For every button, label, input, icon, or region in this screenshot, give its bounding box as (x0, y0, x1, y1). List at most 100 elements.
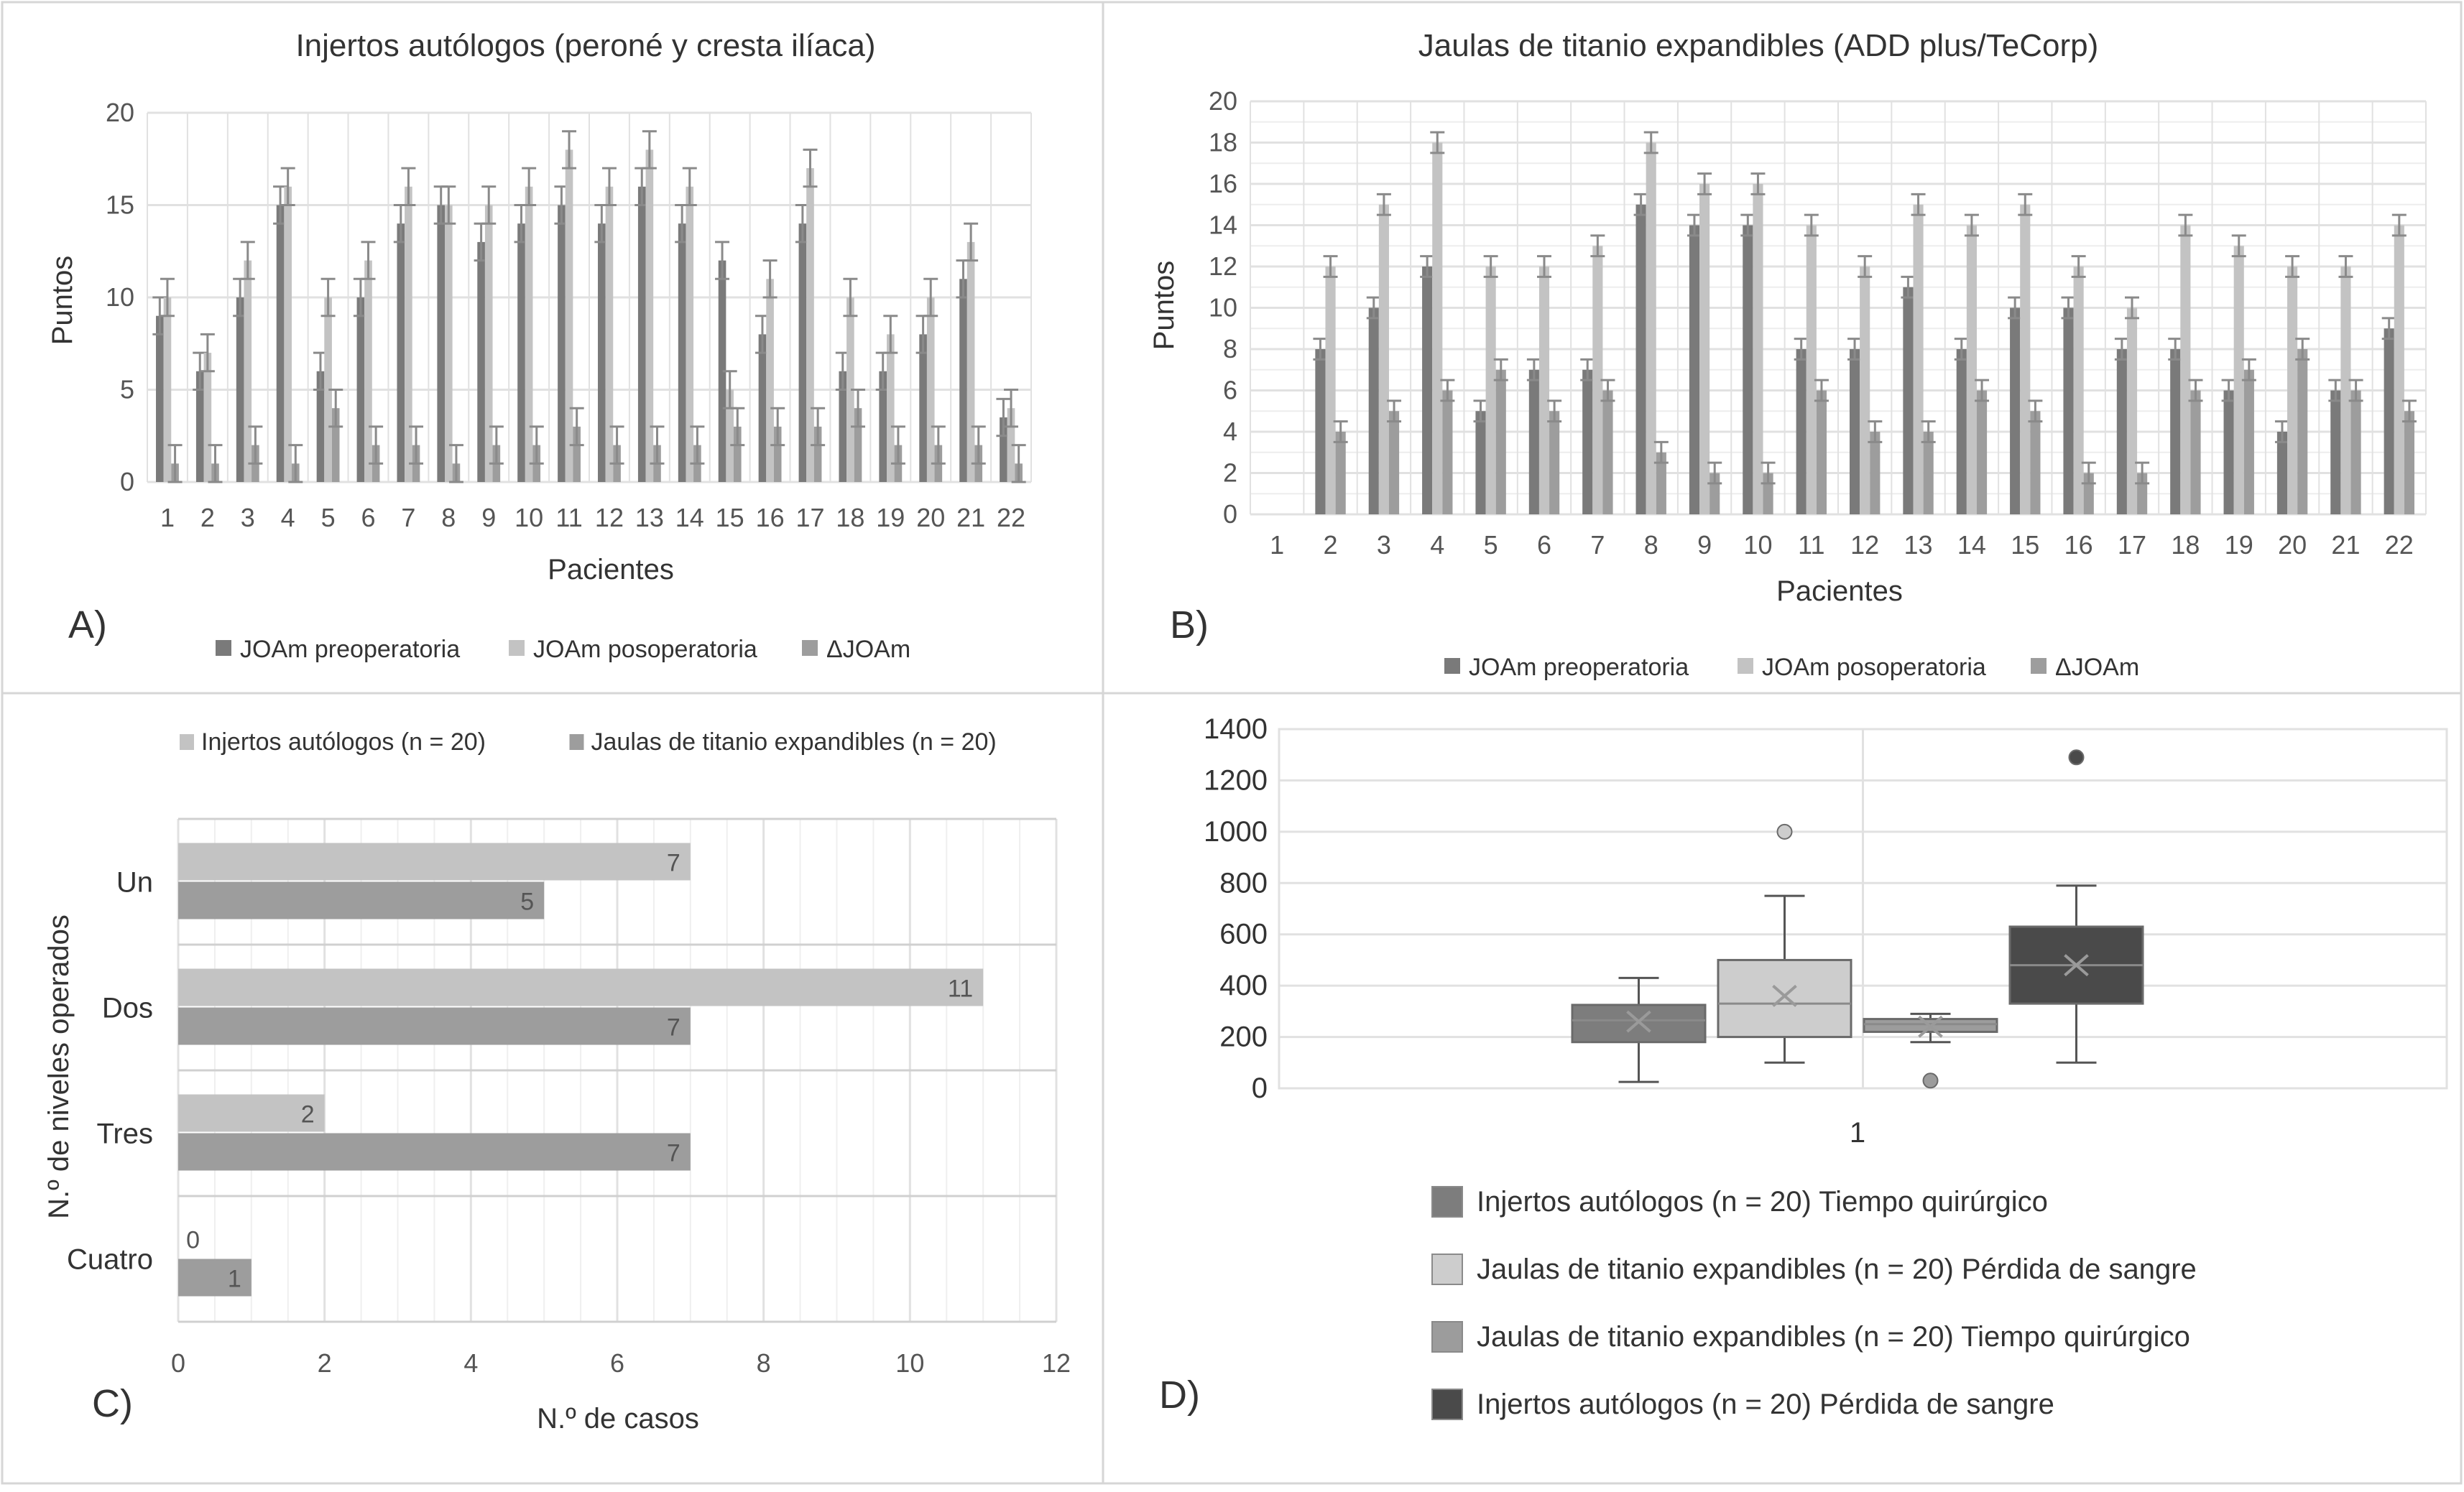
x-tick-label: 13 (635, 503, 664, 532)
legend-swatch (569, 734, 584, 750)
bar (2404, 411, 2415, 514)
y-tick-label: 0 (1223, 499, 1237, 529)
legend-label: Jaulas de titanio expandibles (n = 20) (591, 728, 997, 756)
bar (1796, 349, 1807, 514)
bar (276, 205, 285, 482)
y-tick-label: 16 (1209, 169, 1237, 198)
bar (1549, 411, 1560, 514)
bar (178, 1133, 691, 1171)
box (1571, 1004, 1707, 1044)
panel-c-ylabel: N.º de niveles operados (43, 914, 75, 1219)
bar (1388, 411, 1400, 514)
x-tick-label: 2 (318, 1348, 332, 1378)
bar (846, 297, 854, 482)
x-tick-label: 7 (401, 503, 415, 532)
bar (178, 1259, 252, 1297)
y-tick-label: 1000 (1204, 816, 1268, 848)
data-label: 5 (520, 889, 534, 916)
x-tick-label: 14 (675, 503, 704, 532)
bar (2276, 432, 2288, 514)
data-label: 2 (301, 1101, 315, 1129)
legend-label: ΔJOAm (826, 636, 910, 663)
y-tick-label: 600 (1219, 919, 1268, 950)
x-tick-label: 1 (1270, 530, 1284, 560)
bar (806, 168, 814, 482)
legend-swatch (1431, 1254, 1463, 1285)
bar (766, 279, 774, 482)
x-tick-label: 7 (1590, 530, 1605, 560)
x-tick-label: 5 (321, 503, 336, 532)
mean-marker (1626, 1010, 1651, 1033)
panel-a-label: A) (68, 603, 107, 647)
legend-label: JOAm preoperatoria (1469, 654, 1689, 681)
bar (2170, 349, 2181, 514)
bar (203, 353, 212, 482)
bar (598, 223, 606, 482)
bar (926, 297, 935, 482)
panel-d-chart: 0 200 400 600 800 1000 1200 1400 1 Injertos autó… (1159, 713, 2448, 1420)
bar (798, 223, 807, 482)
bar (879, 371, 887, 482)
panel-a-ylabel: Puntos (47, 256, 78, 346)
y-tick-label: Dos (102, 993, 153, 1024)
bar (2190, 390, 2201, 514)
legend-swatch (802, 640, 818, 656)
legend-label: JOAm posoperatoria (1762, 654, 1986, 681)
legend-label: JOAm preoperatoria (240, 636, 460, 663)
bar (284, 186, 292, 482)
outlier-point (1776, 823, 1793, 840)
bar (1656, 452, 1666, 514)
bar (2126, 307, 2138, 514)
bar (156, 315, 164, 482)
panel-c-xlabel: N.º de casos (537, 1403, 699, 1435)
bar (316, 371, 325, 482)
data-label: 1 (228, 1266, 241, 1293)
bar (1635, 204, 1646, 514)
bar (565, 149, 573, 482)
y-tick-label: 8 (1223, 334, 1237, 363)
y-tick-label: 800 (1219, 867, 1268, 899)
panel-b-title: Jaulas de titanio expandibles (ADD plus/… (1418, 28, 2099, 63)
x-tick-label: 11 (555, 503, 582, 532)
y-tick-label: 12 (1209, 251, 1237, 281)
legend-label: Jaulas de titanio expandibles (n = 20) T… (1477, 1321, 2190, 1353)
x-tick-label: 11 (1798, 530, 1824, 560)
data-label: 7 (667, 1014, 680, 1042)
legend-swatch (1738, 658, 1753, 674)
mean-marker (1918, 1015, 1943, 1038)
bar (1923, 432, 1934, 514)
bar (2010, 307, 2021, 514)
x-tick-label: 16 (2064, 530, 2093, 560)
x-tick-label: 2 (200, 503, 215, 532)
x-tick-label: 8 (441, 503, 456, 532)
bar (356, 297, 365, 482)
bar (445, 205, 453, 482)
mean-marker (1772, 984, 1797, 1007)
bar (1753, 184, 1763, 514)
bar (919, 334, 927, 482)
x-tick-label: 3 (241, 503, 255, 532)
x-tick-label: 4 (281, 503, 295, 532)
bar (678, 223, 686, 482)
bar (1976, 390, 1988, 514)
legend-label: Injertos autólogos (n = 20) Pérdida de s… (1477, 1389, 2054, 1420)
bar (1368, 307, 1379, 514)
bar (163, 297, 172, 482)
bar (605, 186, 614, 482)
bar (1315, 349, 1326, 514)
x-tick-label: 19 (2225, 530, 2253, 560)
y-tick-label: 400 (1219, 970, 1268, 1001)
bar (854, 408, 862, 482)
bar (1485, 267, 1496, 514)
x-tick-label: 6 (361, 503, 375, 532)
bar (236, 297, 244, 482)
x-tick-label: 4 (463, 1348, 478, 1378)
bar (1816, 390, 1827, 514)
panel-b-ylabel: Puntos (1148, 261, 1180, 351)
legend-label: JOAm posoperatoria (533, 636, 757, 663)
bar (573, 426, 581, 482)
panel-a-title: Injertos autólogos (peroné y cresta ilía… (295, 28, 875, 63)
x-tick-label: 5 (1484, 530, 1498, 560)
bar (1903, 287, 1914, 514)
y-tick-label: Un (116, 867, 153, 899)
